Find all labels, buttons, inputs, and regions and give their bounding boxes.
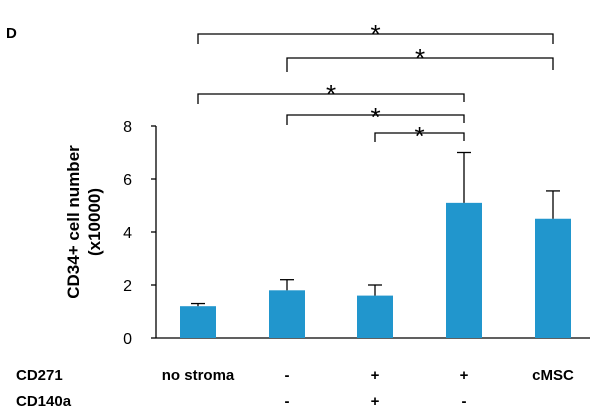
condition-row-label: CD140a bbox=[16, 393, 72, 410]
y-tick-label: 6 bbox=[123, 172, 132, 189]
error-bars bbox=[191, 151, 560, 307]
y-axis-label: CD34+ cell number (x10000) bbox=[64, 145, 104, 299]
y-tick-labels: 0 2 4 6 8 bbox=[123, 119, 132, 348]
bar bbox=[357, 295, 393, 338]
bar bbox=[535, 218, 571, 338]
significance-star: * bbox=[414, 121, 424, 151]
significance-star: * bbox=[326, 79, 336, 109]
condition-value: + bbox=[371, 393, 380, 410]
condition-value: no stroma bbox=[162, 367, 235, 384]
significance-bracket bbox=[286, 57, 554, 72]
significance-bracket bbox=[197, 93, 465, 104]
bar bbox=[269, 290, 305, 338]
condition-value: + bbox=[371, 367, 380, 384]
bar bbox=[446, 202, 482, 338]
significance-bracket bbox=[197, 33, 554, 44]
bar bbox=[180, 306, 216, 338]
y-axis-label-line2: (x10000) bbox=[85, 188, 104, 256]
y-tick-label: 2 bbox=[123, 278, 132, 295]
y-tick-label: 0 bbox=[123, 331, 132, 348]
condition-value: - bbox=[462, 393, 467, 410]
y-tick-label: 8 bbox=[123, 119, 132, 136]
significance-bracket bbox=[286, 114, 465, 125]
bars bbox=[180, 202, 571, 338]
panel-label: D bbox=[6, 25, 17, 42]
y-axis-label-line1: CD34+ cell number bbox=[64, 145, 83, 299]
significance-star: * bbox=[370, 19, 380, 49]
y-tick-label: 4 bbox=[123, 225, 132, 242]
condition-value: - bbox=[285, 393, 290, 410]
significance-star: * bbox=[415, 43, 425, 73]
significance-brackets: * * * * * bbox=[197, 19, 554, 151]
condition-value: - bbox=[285, 367, 290, 384]
condition-row-label: CD271 bbox=[16, 367, 63, 384]
condition-value: + bbox=[460, 367, 469, 384]
significance-star: * bbox=[370, 102, 380, 132]
condition-value: cMSC bbox=[532, 367, 574, 384]
significance-bracket bbox=[374, 132, 465, 142]
condition-table: CD271 no stroma - + + cMSC CD140a - + - bbox=[16, 367, 574, 410]
